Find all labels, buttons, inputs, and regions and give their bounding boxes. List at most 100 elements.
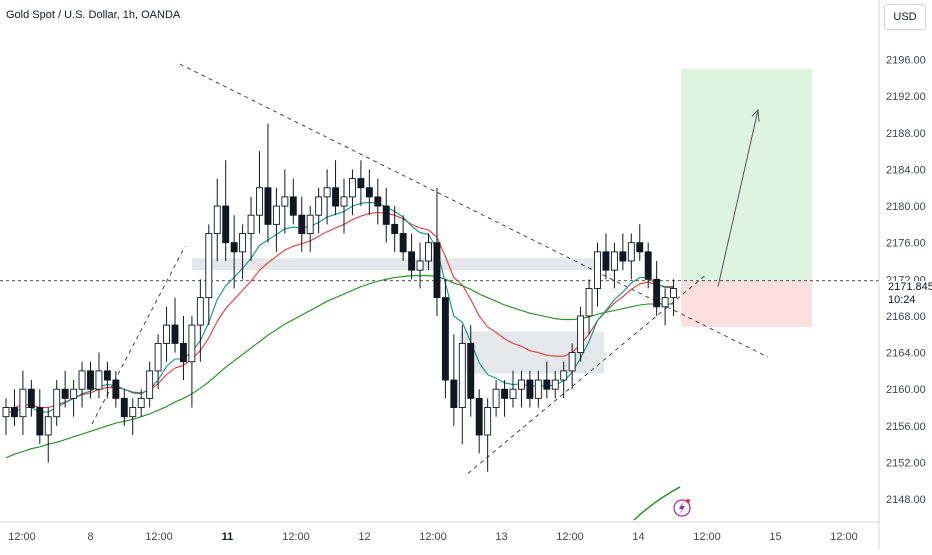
candle-body	[103, 370, 111, 381]
y-tick-label: 2156.00	[886, 421, 926, 433]
candle-body	[501, 388, 508, 399]
candle-body	[467, 342, 475, 399]
candle-body	[577, 315, 585, 354]
last-price-value: 2171.845	[888, 281, 932, 293]
x-tick-label: 12	[358, 531, 370, 543]
badge	[633, 486, 691, 521]
candle-body	[264, 187, 272, 225]
candle-body	[661, 297, 669, 308]
candle-body	[534, 379, 542, 399]
candle-body	[399, 233, 407, 253]
candle-body	[95, 370, 103, 390]
x-tick-label: 12:00	[556, 531, 584, 543]
candle-body	[450, 379, 458, 408]
ema-fast-line	[6, 201, 674, 413]
resistance-zone	[192, 258, 597, 271]
y-tick-label: 2168.00	[886, 311, 926, 323]
candle-body	[349, 178, 356, 198]
candle-body	[585, 288, 593, 317]
candle-body	[247, 214, 255, 234]
y-tick-label: 2176.00	[886, 238, 926, 250]
y-tick-label: 2160.00	[886, 384, 926, 396]
candle-body	[475, 397, 483, 436]
candle-body	[239, 233, 247, 253]
y-tick-label: 2192.00	[886, 91, 926, 103]
candle-body	[627, 242, 635, 262]
x-tick-label: 11	[222, 531, 234, 543]
zones	[192, 68, 812, 374]
candle-body	[416, 260, 424, 271]
bar-countdown: 10:24	[888, 294, 916, 306]
candle-body	[602, 251, 610, 271]
y-tick-label: 2152.00	[886, 457, 926, 469]
candle-body	[568, 352, 576, 372]
candle-body	[289, 196, 297, 216]
candle-body	[188, 324, 196, 363]
x-tick-label: 13	[495, 531, 507, 543]
projection-arrow-head	[751, 108, 760, 122]
candle-body	[120, 397, 128, 418]
chart-title: Gold Spot / U.S. Dollar, 1h, OANDA	[6, 9, 181, 21]
candle-body	[298, 214, 306, 234]
x-tick-label: 14	[632, 531, 644, 543]
candle-body	[382, 205, 390, 225]
candle-body	[653, 278, 661, 308]
candle-body	[2, 407, 10, 418]
candle-body	[137, 397, 145, 408]
candle-body	[492, 388, 500, 408]
candle-body	[213, 205, 221, 234]
candle-body	[526, 379, 534, 399]
candle-body	[179, 342, 187, 363]
candle-body	[357, 178, 365, 189]
x-tick-label: 12:00	[145, 531, 173, 543]
candle-body	[644, 251, 652, 280]
x-tick-label: 8	[87, 531, 93, 543]
y-tick-label: 2188.00	[886, 128, 926, 140]
candle-body	[163, 324, 171, 344]
candle-body	[196, 297, 204, 326]
x-tick-label: 12:00	[419, 531, 447, 543]
x-tick-label: 15	[769, 531, 781, 543]
ascending-trendline	[467, 274, 707, 474]
y-tick-label: 2164.00	[886, 348, 926, 360]
candle-body	[636, 242, 644, 253]
candle-body	[340, 196, 348, 207]
descending-trendline	[179, 63, 769, 358]
candle-body	[205, 233, 213, 299]
currency-button[interactable]: USD	[884, 4, 926, 30]
candle-body	[332, 187, 339, 207]
y-tick-label: 2184.00	[886, 164, 926, 176]
candle-body	[543, 379, 551, 390]
candle-body	[374, 196, 382, 207]
candle-body	[61, 388, 69, 399]
candle-body	[281, 196, 289, 207]
candle-body	[36, 407, 44, 436]
last-price-tag: 2171.845 10:24	[882, 281, 932, 311]
candle-body	[256, 187, 263, 216]
x-tick-label: 12:00	[693, 531, 721, 543]
candle-body	[146, 370, 154, 399]
projection-arrow	[717, 109, 759, 287]
candle-body	[272, 205, 280, 225]
candle-body	[551, 379, 559, 390]
candle-body	[306, 214, 314, 234]
candle-body	[425, 242, 432, 262]
candle-body	[87, 370, 94, 390]
candle-body	[365, 187, 373, 198]
candle-body	[27, 388, 35, 408]
candle-body	[154, 342, 162, 372]
candle-body	[315, 196, 323, 216]
candle-body	[112, 379, 120, 399]
moving-averages	[5, 201, 674, 459]
x-tick-label: 12:00	[830, 531, 858, 543]
candle-body	[408, 251, 416, 271]
candle-body	[70, 388, 78, 399]
candle-body	[10, 407, 18, 418]
candle-body	[458, 342, 466, 408]
y-tick-label: 2148.00	[886, 494, 926, 506]
lightning-bolt-icon	[679, 502, 685, 514]
ema-tail	[633, 486, 681, 521]
